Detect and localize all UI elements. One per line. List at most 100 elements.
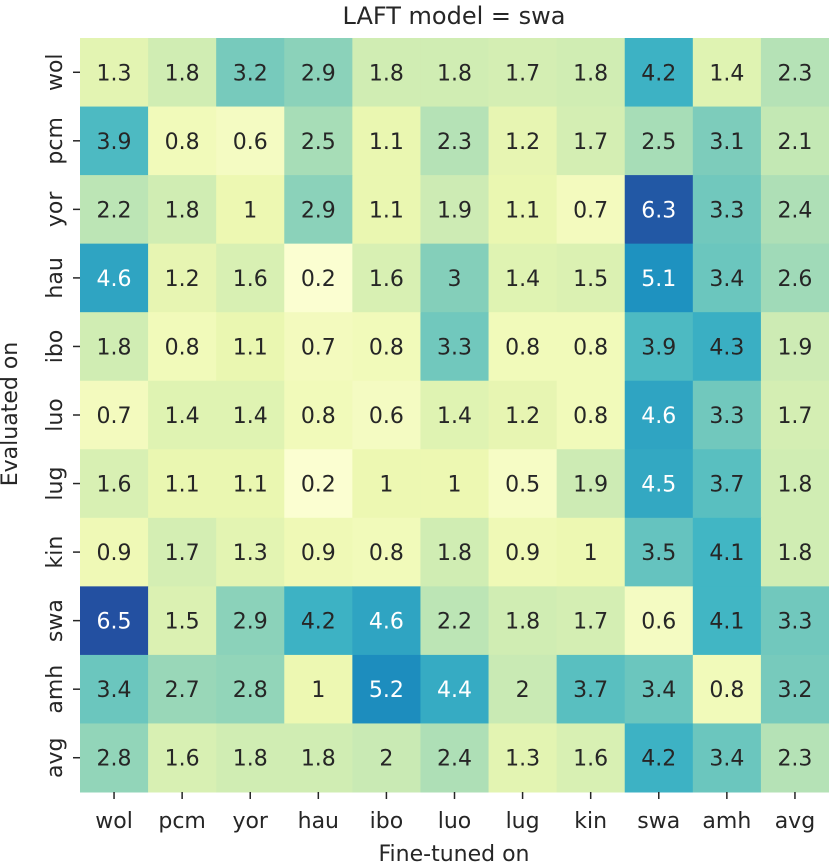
cell-value-label-avg-lug: 1.3 [505,747,540,772]
cell-value-label-ibo-yor: 1.1 [233,335,268,360]
heatmap-cell-kin-pcm [148,517,217,587]
cell-value-label-swa-yor: 2.9 [233,610,268,635]
heatmap-cell-luo-hau [284,380,353,450]
cell-value-label-avg-luo: 2.4 [437,747,472,772]
heatmap-cell-hau-ibo [352,243,421,313]
cell-value-label-avg-swa: 4.2 [641,747,676,772]
heatmap-cell-kin-lug [488,517,558,587]
x-tick-label-kin: kin [574,809,607,834]
cell-value-label-wol-avg: 2.3 [777,61,812,86]
heatmap-cell-lug-lug [488,449,558,519]
heatmap-cell-luo-ibo [352,380,421,450]
heatmap-cell-amh-wol [80,654,149,724]
heatmap-cell-hau-wol [80,243,149,313]
cell-value-label-luo-wol: 0.7 [97,404,132,429]
cell-value-label-luo-yor: 1.4 [233,404,268,429]
cell-value-label-ibo-kin: 0.8 [573,335,608,360]
heatmap-cell-pcm-kin [556,106,626,176]
cell-value-label-lug-avg: 1.8 [777,473,812,498]
y-tick-label-pcm: pcm [43,117,68,165]
heatmap-cell-pcm-ibo [352,106,421,176]
cell-value-label-kin-luo: 1.8 [437,541,472,566]
x-tick-label-swa: swa [637,809,680,834]
cell-value-label-lug-kin: 1.9 [573,473,608,498]
cell-value-label-avg-amh: 3.4 [709,747,744,772]
heatmap-cell-luo-swa [624,380,694,450]
heatmap-cell-lug-pcm [148,449,217,519]
heatmap-cell-hau-swa [624,243,694,313]
y-tick-label-hau: hau [43,257,68,298]
heatmap-cell-swa-swa [624,586,694,656]
cell-value-label-ibo-amh: 4.3 [709,335,744,360]
heatmap-cell-ibo-luo [420,312,490,382]
heatmap-cell-hau-pcm [148,243,217,313]
cell-value-label-amh-wol: 3.4 [97,678,132,703]
cell-value-label-kin-pcm: 1.7 [165,541,200,566]
heatmap-cell-pcm-pcm [148,106,217,176]
heatmap-cell-kin-amh [692,517,762,587]
y-tick-label-yor: yor [43,191,68,227]
cell-value-label-avg-kin: 1.6 [573,747,608,772]
x-axis-ticks: wol pcm yor hau ibo luo lug kin swa amh avg [95,792,815,834]
heatmap-cell-pcm-luo [420,106,490,176]
cell-value-label-yor-swa: 6.3 [641,198,676,223]
heatmap-cell-amh-luo [420,654,490,724]
cell-value-label-wol-lug: 1.7 [505,61,540,86]
heatmap-cell-ibo-wol [80,312,149,382]
heatmap-cell-wol-avg [760,38,829,108]
cell-value-label-lug-lug: 0.5 [505,473,540,498]
y-tick-label-wol: wol [43,53,68,91]
heatmap-cell-wol-amh [692,38,762,108]
heatmap-cell-wol-hau [284,38,353,108]
heatmap-cell-avg-hau [284,723,353,793]
cell-value-label-yor-hau: 2.9 [301,198,336,223]
heatmap-cell-hau-yor [216,243,285,313]
x-tick-label-avg: avg [775,809,815,834]
heatmap-cell-ibo-yor [216,312,285,382]
y-tick-label-kin: kin [43,536,68,569]
heatmap-cell-luo-yor [216,380,285,450]
cell-value-label-wol-wol: 1.3 [97,61,132,86]
heatmap-cell-lug-luo [420,449,490,519]
heatmap-cell-pcm-swa [624,106,694,176]
heatmap-cell-ibo-amh [692,312,762,382]
x-tick-label-wol: wol [95,809,133,834]
cell-value-label-amh-pcm: 2.7 [165,678,200,703]
cell-value-label-ibo-lug: 0.8 [505,335,540,360]
cell-value-label-luo-lug: 1.2 [505,404,540,429]
y-tick-label-luo: luo [43,398,68,432]
x-tick-label-yor: yor [232,809,268,834]
heatmap-cell-yor-wol [80,175,149,245]
cell-value-label-wol-hau: 2.9 [301,61,336,86]
cell-value-label-pcm-amh: 3.1 [709,130,744,155]
cell-value-label-yor-lug: 1.1 [505,198,540,223]
cell-value-label-swa-avg: 3.3 [777,610,812,635]
cell-value-label-swa-hau: 4.2 [301,610,336,635]
x-tick-label-pcm: pcm [158,809,206,834]
heatmap-cell-yor-yor [216,175,285,245]
heatmap-cell-luo-amh [692,380,762,450]
cell-value-label-luo-amh: 3.3 [709,404,744,429]
cell-value-label-pcm-yor: 0.6 [233,130,268,155]
cell-value-label-pcm-lug: 1.2 [505,130,540,155]
cell-value-label-luo-swa: 4.6 [641,404,676,429]
cell-value-label-luo-avg: 1.7 [777,404,812,429]
y-tick-label-lug: lug [43,467,68,501]
cell-value-label-ibo-pcm: 0.8 [165,335,200,360]
cell-value-label-wol-amh: 1.4 [709,61,744,86]
chart-title: LAFT model = swa [343,2,566,30]
cell-value-label-ibo-swa: 3.9 [641,335,676,360]
heatmap-cell-avg-amh [692,723,762,793]
heatmap-cell-amh-amh [692,654,762,724]
heatmap-cell-swa-kin [556,586,626,656]
heatmap-cell-lug-avg [760,449,829,519]
heatmap-cell-swa-ibo [352,586,421,656]
cell-value-label-kin-hau: 0.9 [301,541,336,566]
heatmap-cell-swa-hau [284,586,353,656]
y-tick-label-avg: avg [43,737,68,777]
heatmap-cell-kin-kin [556,517,626,587]
cell-value-label-lug-hau: 0.2 [301,473,336,498]
cell-value-label-hau-amh: 3.4 [709,267,744,292]
x-axis-label: Fine-tuned on [379,842,530,867]
